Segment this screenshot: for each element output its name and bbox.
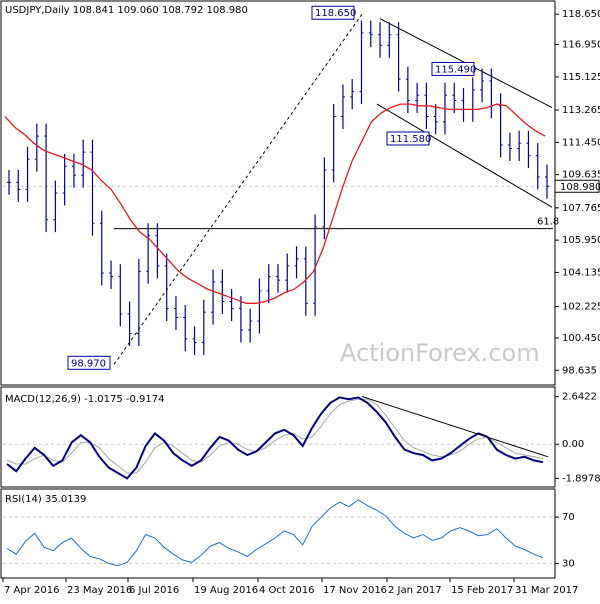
last-price-label: 108.980 bbox=[560, 182, 600, 193]
level-labels: 118.650 115.490 111.580 98.970 bbox=[67, 5, 476, 370]
x-tick-label: 4 Oct 2016 bbox=[259, 585, 314, 596]
macd-header: MACD(12,26,9) -1.0175 -0.9174 bbox=[5, 394, 165, 405]
price-tick-label: 100.450 bbox=[562, 333, 600, 344]
moving-average bbox=[4, 103, 546, 304]
price-y-axis: 118.650 116.950 115.125 113.265 111.450 109.6… bbox=[3, 9, 600, 376]
price-tick-label: 118.650 bbox=[562, 9, 600, 20]
macd-tick-label: 0.00 bbox=[562, 439, 584, 450]
moving-average-line bbox=[4, 103, 546, 304]
price-tick-label: 102.225 bbox=[562, 301, 600, 312]
level-115-490-box bbox=[431, 61, 475, 76]
level-98-970-label: 98.970 bbox=[71, 358, 106, 369]
x-tick-label: 17 Nov 2016 bbox=[323, 585, 387, 596]
price-pane-border bbox=[0, 0, 556, 386]
x-tick-label: 23 May 2016 bbox=[67, 585, 132, 596]
price-tick-label: 107.765 bbox=[562, 203, 600, 214]
macd-signal-line bbox=[6, 398, 544, 474]
level-118-650-box bbox=[311, 5, 355, 20]
macd-pane-border bbox=[0, 386, 556, 488]
price-tick-label: 116.950 bbox=[562, 39, 600, 50]
price-tick-label: 105.950 bbox=[562, 235, 600, 246]
x-tick-label: 31 Mar 2017 bbox=[515, 585, 578, 596]
rsi-tick-label: 70 bbox=[562, 512, 575, 523]
level-111-580-box bbox=[386, 131, 430, 146]
macd-tick-label: 2.6422 bbox=[562, 392, 597, 403]
symbol-label: USDJPY,Daily 108.841 109.060 108.792 108… bbox=[5, 5, 248, 16]
macd-tick-label: -1.8978 bbox=[562, 473, 600, 484]
ohlc-bars bbox=[7, 20, 549, 355]
rsi-line bbox=[6, 499, 544, 567]
x-tick-label: 2 Jan 2017 bbox=[388, 585, 442, 596]
x-tick-label: 15 Feb 2017 bbox=[451, 585, 513, 596]
x-tick-label: 6 Jul 2016 bbox=[129, 585, 179, 596]
trend-lines: 61.8 bbox=[113, 13, 559, 365]
price-tick-label: 109.635 bbox=[562, 170, 600, 181]
price-tick-label: 113.265 bbox=[562, 105, 600, 116]
x-tick-label: 19 Aug 2016 bbox=[194, 585, 258, 596]
fib-61-8-label: 61.8 bbox=[537, 217, 559, 228]
macd-trend-line bbox=[361, 396, 549, 458]
price-tick-label: 104.135 bbox=[562, 267, 600, 278]
level-115-490-label: 115.490 bbox=[435, 64, 476, 75]
rsi-header: RSI(14) 35.0139 bbox=[5, 494, 86, 505]
price-tick-label: 98.635 bbox=[562, 365, 597, 376]
price-pane-header: USDJPY,Daily 108.841 109.060 108.792 108… bbox=[5, 5, 248, 505]
x-tick-label: 7 Apr 2016 bbox=[4, 585, 59, 596]
rsi-pane-border bbox=[0, 488, 556, 579]
level-98-970-box bbox=[67, 355, 111, 370]
level-111-580-label: 111.580 bbox=[390, 134, 431, 145]
price-tick-label: 115.125 bbox=[562, 72, 600, 83]
level-118-650-label: 118.650 bbox=[315, 8, 356, 19]
price-tick-label: 111.450 bbox=[562, 137, 600, 148]
macd-lines: 2.6422 0.00 -1.8978 bbox=[3, 392, 600, 484]
watermark: ActionForex.com bbox=[340, 339, 540, 367]
channel-lower-line bbox=[376, 103, 553, 208]
last-price-tag bbox=[554, 179, 600, 193]
rsi-line: 70 30 bbox=[3, 499, 575, 569]
rsi-tick-label: 30 bbox=[562, 558, 575, 569]
macd-line bbox=[6, 396, 544, 480]
